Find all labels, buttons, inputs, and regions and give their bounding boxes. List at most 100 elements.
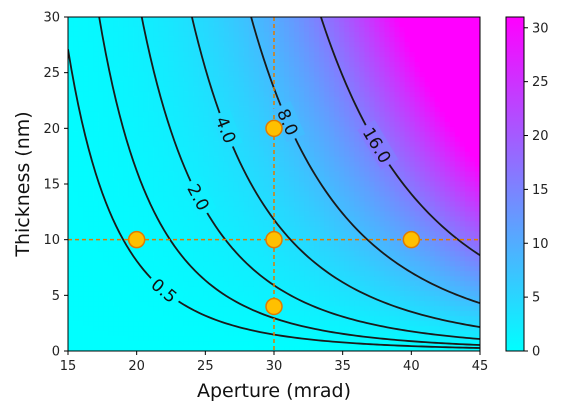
heatmap-cell: [404, 141, 411, 148]
heatmap-cell: [243, 111, 250, 118]
heatmap-cell: [233, 191, 240, 198]
heatmap-cell: [173, 121, 180, 128]
heatmap-cell: [218, 186, 225, 193]
heatmap-cell: [93, 316, 99, 322]
heatmap-cell: [404, 86, 411, 93]
heatmap-cell: [238, 226, 245, 232]
heatmap-cell: [344, 321, 350, 327]
heatmap-cell: [198, 86, 205, 93]
heatmap-cell: [98, 206, 104, 213]
heatmap-cell: [223, 251, 230, 257]
heatmap-cell: [193, 71, 200, 78]
heatmap-cell: [113, 316, 119, 322]
heatmap-cell: [299, 226, 305, 232]
heatmap-cell: [228, 26, 235, 33]
heatmap-cell: [304, 26, 310, 33]
heatmap-cell: [98, 331, 104, 337]
heatmap-cell: [208, 306, 215, 312]
heatmap-cell: [289, 86, 295, 93]
heatmap-cell: [213, 81, 220, 88]
heatmap-cell: [439, 81, 446, 88]
heatmap-cell: [238, 321, 245, 327]
heatmap-cell: [374, 46, 381, 53]
heatmap-cell: [424, 61, 431, 68]
heatmap-cell: [394, 291, 401, 297]
heatmap-cell: [284, 196, 290, 203]
heatmap-cell: [319, 36, 325, 43]
heatmap-cell: [218, 56, 225, 63]
heatmap-cell: [268, 191, 275, 198]
heatmap-cell: [243, 66, 250, 73]
heatmap-cell: [83, 61, 89, 68]
heatmap-cell: [434, 21, 441, 28]
heatmap-cell: [439, 186, 446, 193]
heatmap-cell: [218, 21, 225, 28]
heatmap-cell: [88, 271, 94, 277]
heatmap-cell: [223, 336, 230, 342]
heatmap-cell: [113, 296, 119, 302]
heatmap-cell: [279, 326, 285, 332]
heatmap-cell: [163, 46, 170, 53]
heatmap-cell: [389, 286, 396, 292]
heatmap-cell: [309, 17, 315, 23]
heatmap-cell: [143, 46, 149, 53]
heatmap-cell: [168, 17, 175, 23]
heatmap-cell: [78, 46, 84, 53]
heatmap-cell: [233, 266, 240, 272]
heatmap-cell: [374, 291, 381, 297]
heatmap-cell: [158, 311, 165, 317]
heatmap-cell: [73, 316, 79, 322]
heatmap-cell: [279, 176, 285, 183]
heatmap-cell: [384, 36, 391, 43]
heatmap-cell: [93, 26, 99, 33]
heatmap-cell: [158, 141, 165, 148]
heatmap-cell: [279, 201, 285, 208]
heatmap-cell: [238, 121, 245, 128]
heatmap-cell: [108, 301, 114, 307]
heatmap-cell: [113, 161, 119, 168]
heatmap-cell: [93, 296, 99, 302]
heatmap-cell: [148, 81, 155, 88]
heatmap-cell: [319, 286, 325, 292]
heatmap-cell: [424, 246, 431, 252]
heatmap-cell: [339, 241, 345, 247]
heatmap-cell: [218, 236, 225, 242]
heatmap-cell: [233, 246, 240, 252]
heatmap-cell: [68, 131, 74, 138]
heatmap-cell: [178, 101, 185, 108]
heatmap-cell: [279, 166, 285, 173]
heatmap-cell: [78, 286, 84, 292]
heatmap-cell: [258, 151, 265, 158]
heatmap-cell: [329, 86, 335, 93]
heatmap-cell: [68, 191, 74, 198]
heatmap-cell: [203, 136, 210, 143]
heatmap-cell: [203, 311, 210, 317]
heatmap-cell: [354, 266, 361, 272]
heatmap-cell: [399, 216, 406, 222]
heatmap-cell: [294, 91, 300, 98]
heatmap-cell: [339, 91, 345, 98]
heatmap-cell: [183, 31, 190, 38]
heatmap-cell: [279, 186, 285, 193]
heatmap-cell: [143, 161, 149, 168]
heatmap-cell: [379, 176, 386, 183]
heatmap-cell: [143, 316, 149, 322]
heatmap-cell: [73, 17, 79, 23]
heatmap-cell: [238, 81, 245, 88]
heatmap-cell: [414, 191, 421, 198]
heatmap-cell: [228, 266, 235, 272]
heatmap-cell: [434, 346, 441, 351]
heatmap-cell: [173, 331, 180, 337]
heatmap-cell: [289, 26, 295, 33]
heatmap-cell: [208, 156, 215, 163]
heatmap-cell: [88, 26, 94, 33]
heatmap-cell: [424, 201, 431, 208]
heatmap-cell: [424, 146, 431, 153]
heatmap-cell: [118, 141, 124, 148]
heatmap-cell: [369, 216, 376, 222]
heatmap-cell: [103, 136, 109, 143]
heatmap-cell: [98, 256, 104, 262]
heatmap-cell: [379, 86, 386, 93]
heatmap-cell: [263, 71, 270, 78]
heatmap-cell: [218, 276, 225, 282]
